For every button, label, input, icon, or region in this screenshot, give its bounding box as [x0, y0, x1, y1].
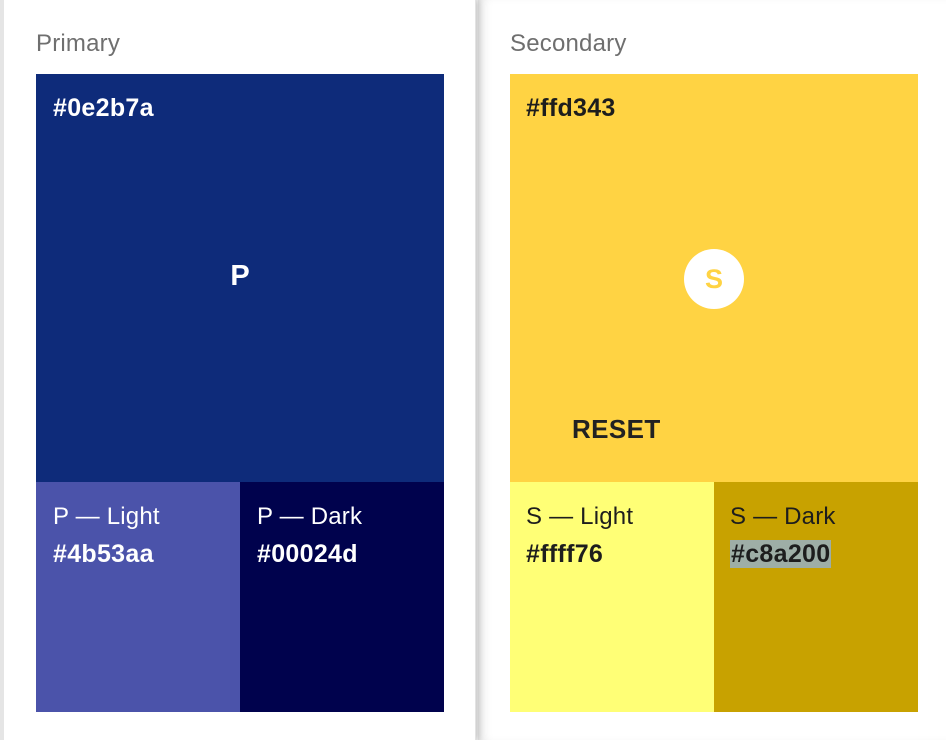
- primary-dark-hex: #00024d: [257, 540, 358, 568]
- secondary-light-swatch[interactable]: S — Light #ffff76: [510, 482, 714, 712]
- secondary-title: Secondary: [510, 30, 627, 57]
- primary-dark-swatch[interactable]: P — Dark #00024d: [240, 482, 444, 712]
- secondary-panel: Secondary #ffd343 S RESET S — Light #fff…: [478, 0, 946, 740]
- secondary-light-label: S — Light: [526, 503, 634, 530]
- reset-button[interactable]: RESET: [566, 412, 667, 447]
- secondary-letter-badge: S: [684, 249, 744, 309]
- primary-light-hex: #4b53aa: [53, 540, 154, 568]
- secondary-dark-label: S — Dark: [730, 503, 836, 530]
- primary-light-label: P — Light: [53, 503, 160, 530]
- selected-hex-text: #c8a200: [730, 540, 832, 568]
- primary-letter: P: [230, 260, 250, 292]
- secondary-main-swatch[interactable]: #ffd343 S RESET: [510, 74, 918, 482]
- primary-main-hex: #0e2b7a: [53, 94, 154, 122]
- primary-light-swatch[interactable]: P — Light #4b53aa: [36, 482, 240, 712]
- primary-panel: Primary #0e2b7a P P — Light #4b53aa P — …: [0, 0, 476, 740]
- secondary-light-hex: #ffff76: [526, 540, 604, 568]
- primary-dark-label: P — Dark: [257, 503, 363, 530]
- primary-main-swatch[interactable]: #0e2b7a P: [36, 74, 444, 482]
- primary-title: Primary: [36, 30, 121, 57]
- secondary-dark-hex: #c8a200: [730, 540, 832, 569]
- secondary-main-hex: #ffd343: [526, 94, 616, 122]
- secondary-dark-swatch[interactable]: S — Dark #c8a200: [714, 482, 918, 712]
